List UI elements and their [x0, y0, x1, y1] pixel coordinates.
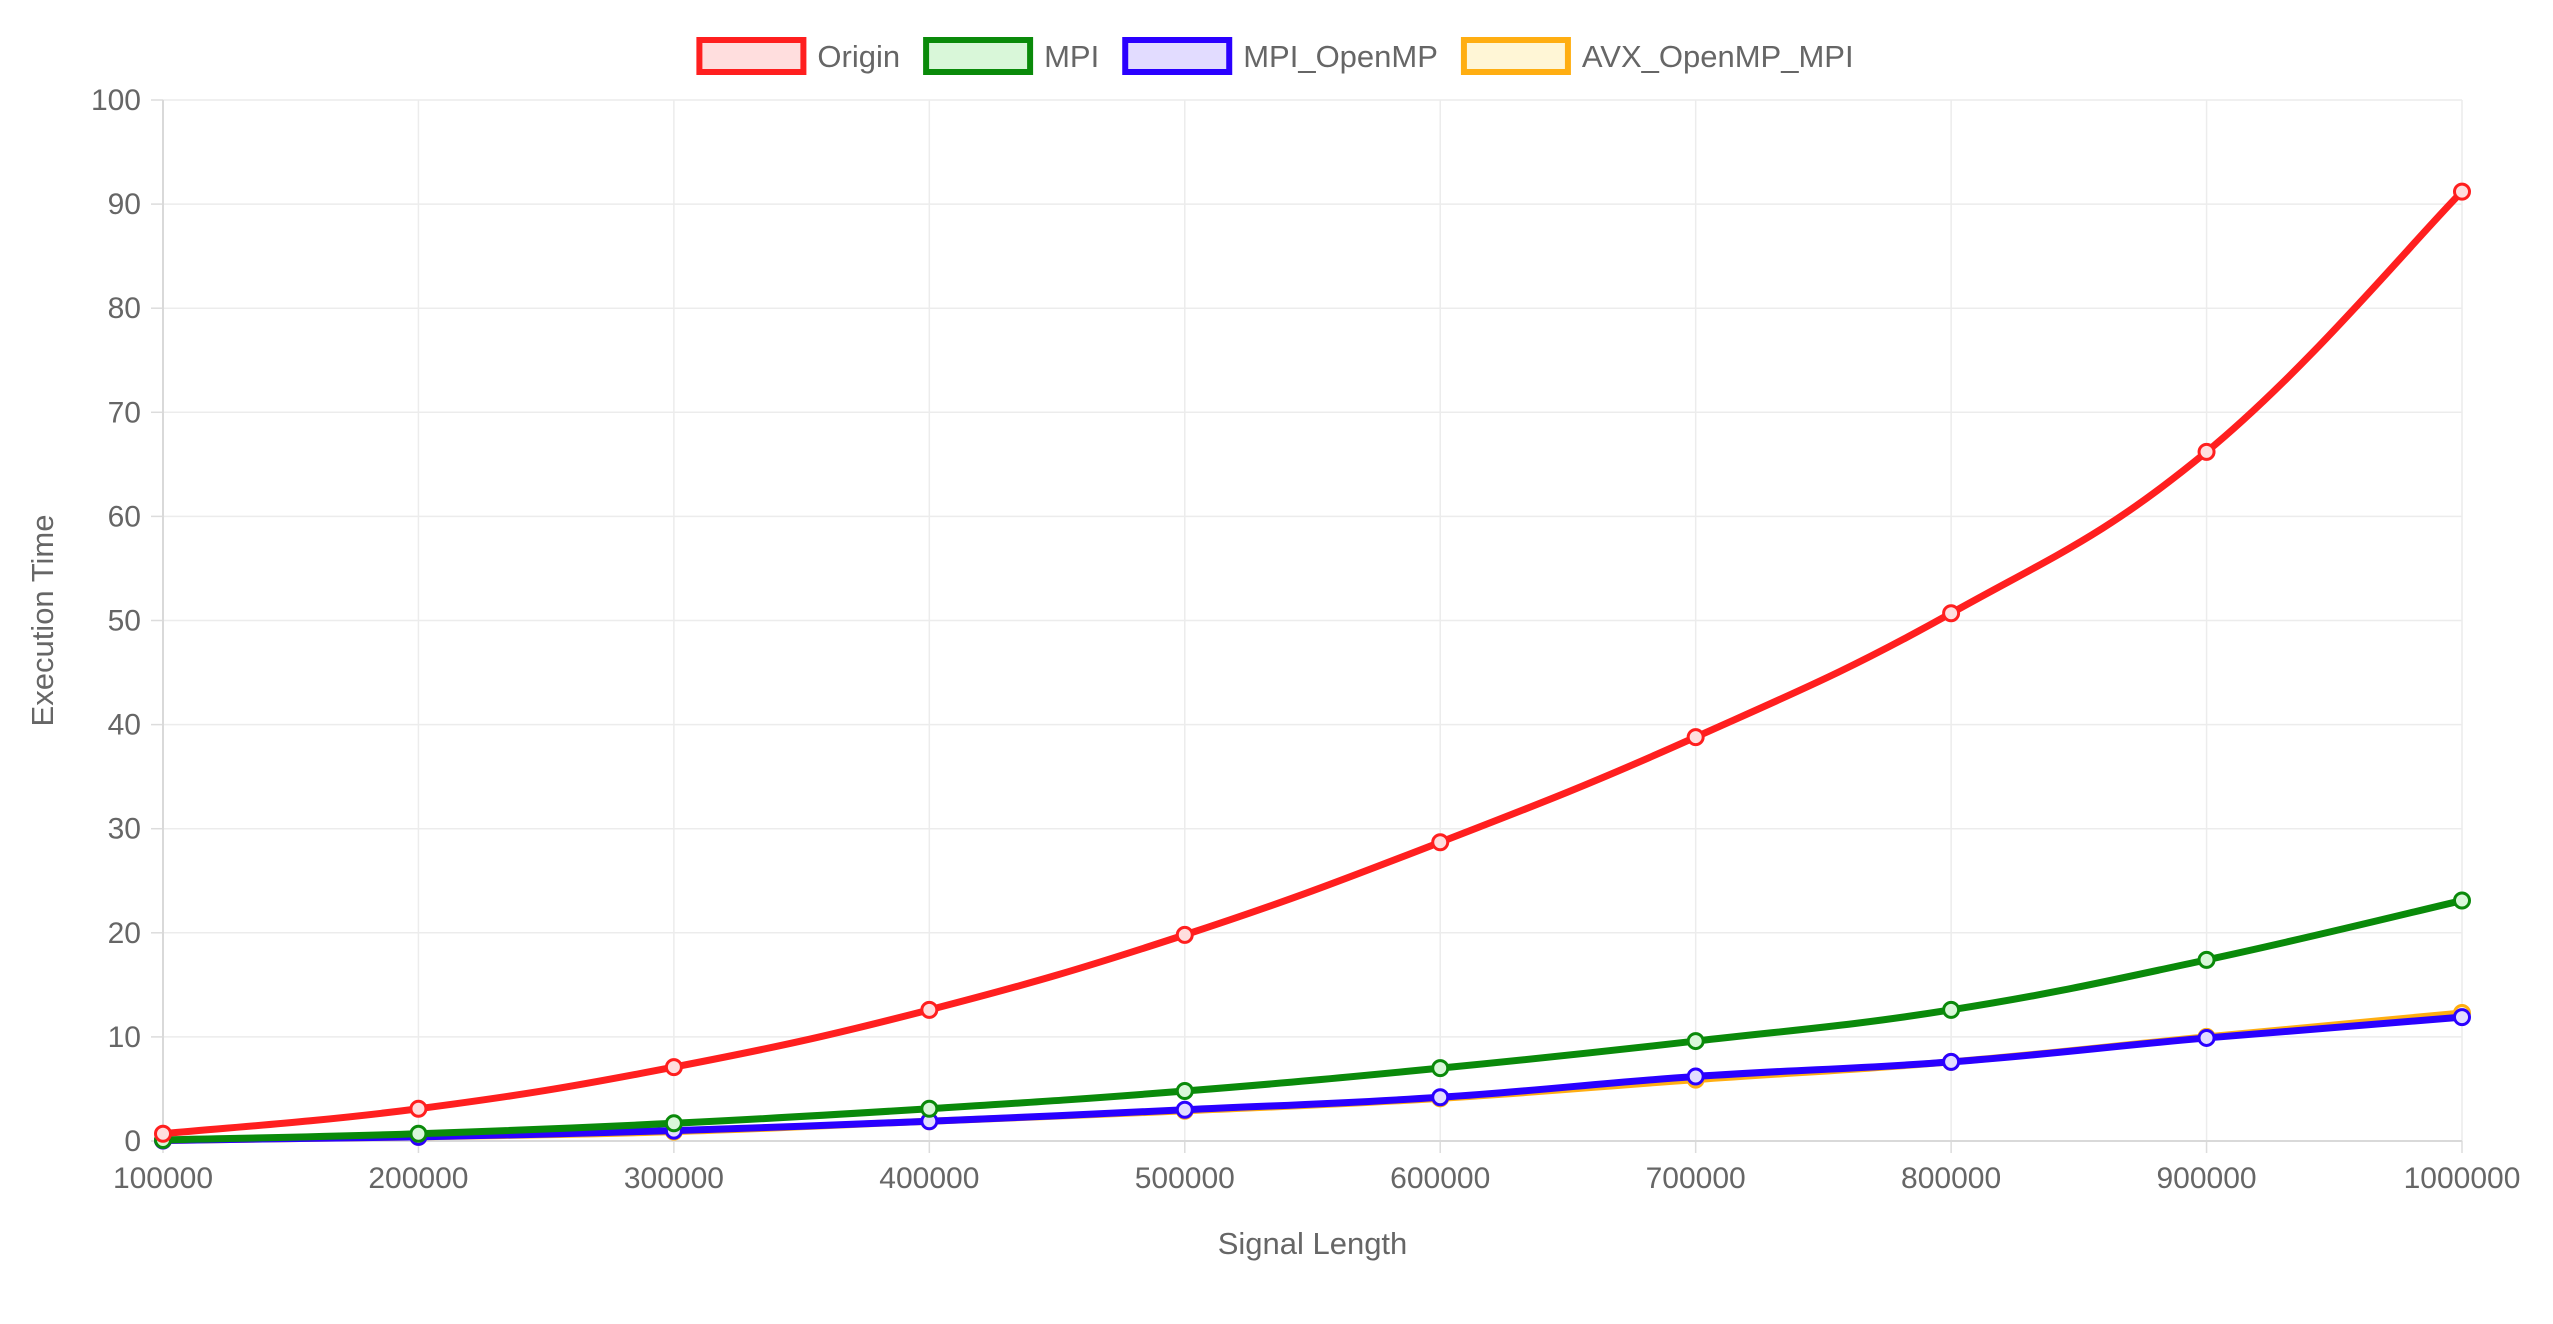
y-tick-label: 70: [108, 396, 141, 429]
legend-item-avx-openmp-mpi[interactable]: AVX_OpenMP_MPI: [1460, 37, 1854, 75]
x-tick-label: 700000: [1646, 1162, 1746, 1195]
data-point[interactable]: [2453, 182, 2471, 201]
series-line: [159, 1013, 2466, 1144]
x-axis-title: Signal Length: [1218, 1226, 1408, 1261]
data-point[interactable]: [664, 1114, 683, 1133]
y-tick-label: 0: [124, 1125, 141, 1158]
legend-label: Origin: [817, 39, 900, 74]
x-tick-label: 100000: [113, 1162, 213, 1195]
legend-swatch: [1460, 37, 1571, 75]
y-tick-label: 30: [108, 813, 141, 846]
data-point[interactable]: [1175, 1100, 1194, 1119]
data-point[interactable]: [154, 1124, 172, 1143]
legend-item-origin[interactable]: Origin: [696, 37, 900, 75]
data-point[interactable]: [1942, 604, 1961, 623]
legend-label: MPI: [1044, 39, 1099, 74]
x-tick-label: 500000: [1135, 1162, 1235, 1195]
y-tick-label: 40: [108, 709, 141, 742]
axes: 0 10 20 30 40 50 60 70 80 90 100 100000 200000 300000…: [91, 84, 2520, 1195]
data-point[interactable]: [1175, 925, 1194, 944]
data-point[interactable]: [1686, 728, 1705, 747]
data-point[interactable]: [2453, 891, 2471, 910]
data-point[interactable]: [1431, 833, 1450, 852]
x-tick-label: 600000: [1390, 1162, 1490, 1195]
x-tick-label: 1000000: [2404, 1162, 2521, 1195]
y-tick-label: 50: [108, 605, 141, 638]
x-tick-label: 400000: [879, 1162, 979, 1195]
data-point[interactable]: [1431, 1059, 1450, 1078]
data-point[interactable]: [1942, 1000, 1961, 1019]
series-line: [159, 897, 2466, 1144]
y-tick-label: 90: [108, 188, 141, 221]
data-point[interactable]: [1431, 1088, 1450, 1107]
legend: Origin MPI MPI_OpenMP AVX_OpenMP_MPI: [696, 37, 1854, 75]
y-tick-label: 100: [91, 84, 141, 117]
data-point[interactable]: [409, 1124, 428, 1143]
legend-swatch: [923, 37, 1034, 75]
legend-item-mpi[interactable]: MPI: [923, 37, 1099, 75]
data-point[interactable]: [920, 1099, 939, 1118]
data-point[interactable]: [1686, 1067, 1705, 1086]
x-tick-label: 300000: [624, 1162, 724, 1195]
y-axis-title: Execution Time: [25, 515, 60, 727]
legend-item-mpi-openmp[interactable]: MPI_OpenMP: [1122, 37, 1438, 75]
data-point[interactable]: [1686, 1032, 1705, 1051]
data-point[interactable]: [2197, 950, 2216, 969]
x-tick-label: 200000: [368, 1162, 468, 1195]
legend-swatch: [1122, 37, 1233, 75]
legend-label: AVX_OpenMP_MPI: [1582, 39, 1854, 74]
series-line: [159, 188, 2466, 1138]
data-point[interactable]: [920, 1000, 939, 1019]
x-tick-label: 900000: [2157, 1162, 2257, 1195]
legend-swatch: [696, 37, 807, 75]
data-point[interactable]: [2453, 1008, 2471, 1027]
data-point[interactable]: [2197, 442, 2216, 461]
legend-label: MPI_OpenMP: [1243, 39, 1438, 74]
x-tick-label: 800000: [1901, 1162, 2001, 1195]
y-tick-label: 60: [108, 500, 141, 533]
grid-lines: [162, 99, 2463, 1142]
y-tick-label: 80: [108, 292, 141, 325]
data-point[interactable]: [664, 1058, 683, 1077]
data-point[interactable]: [1942, 1052, 1961, 1071]
y-tick-label: 10: [108, 1021, 141, 1054]
series-origin: [154, 182, 2471, 1143]
data-point[interactable]: [1175, 1082, 1194, 1101]
y-tick-label: 20: [108, 917, 141, 950]
series-lines: [154, 182, 2471, 1150]
series-mpi: [154, 891, 2471, 1149]
data-point[interactable]: [2197, 1028, 2216, 1047]
data-point[interactable]: [409, 1099, 428, 1118]
